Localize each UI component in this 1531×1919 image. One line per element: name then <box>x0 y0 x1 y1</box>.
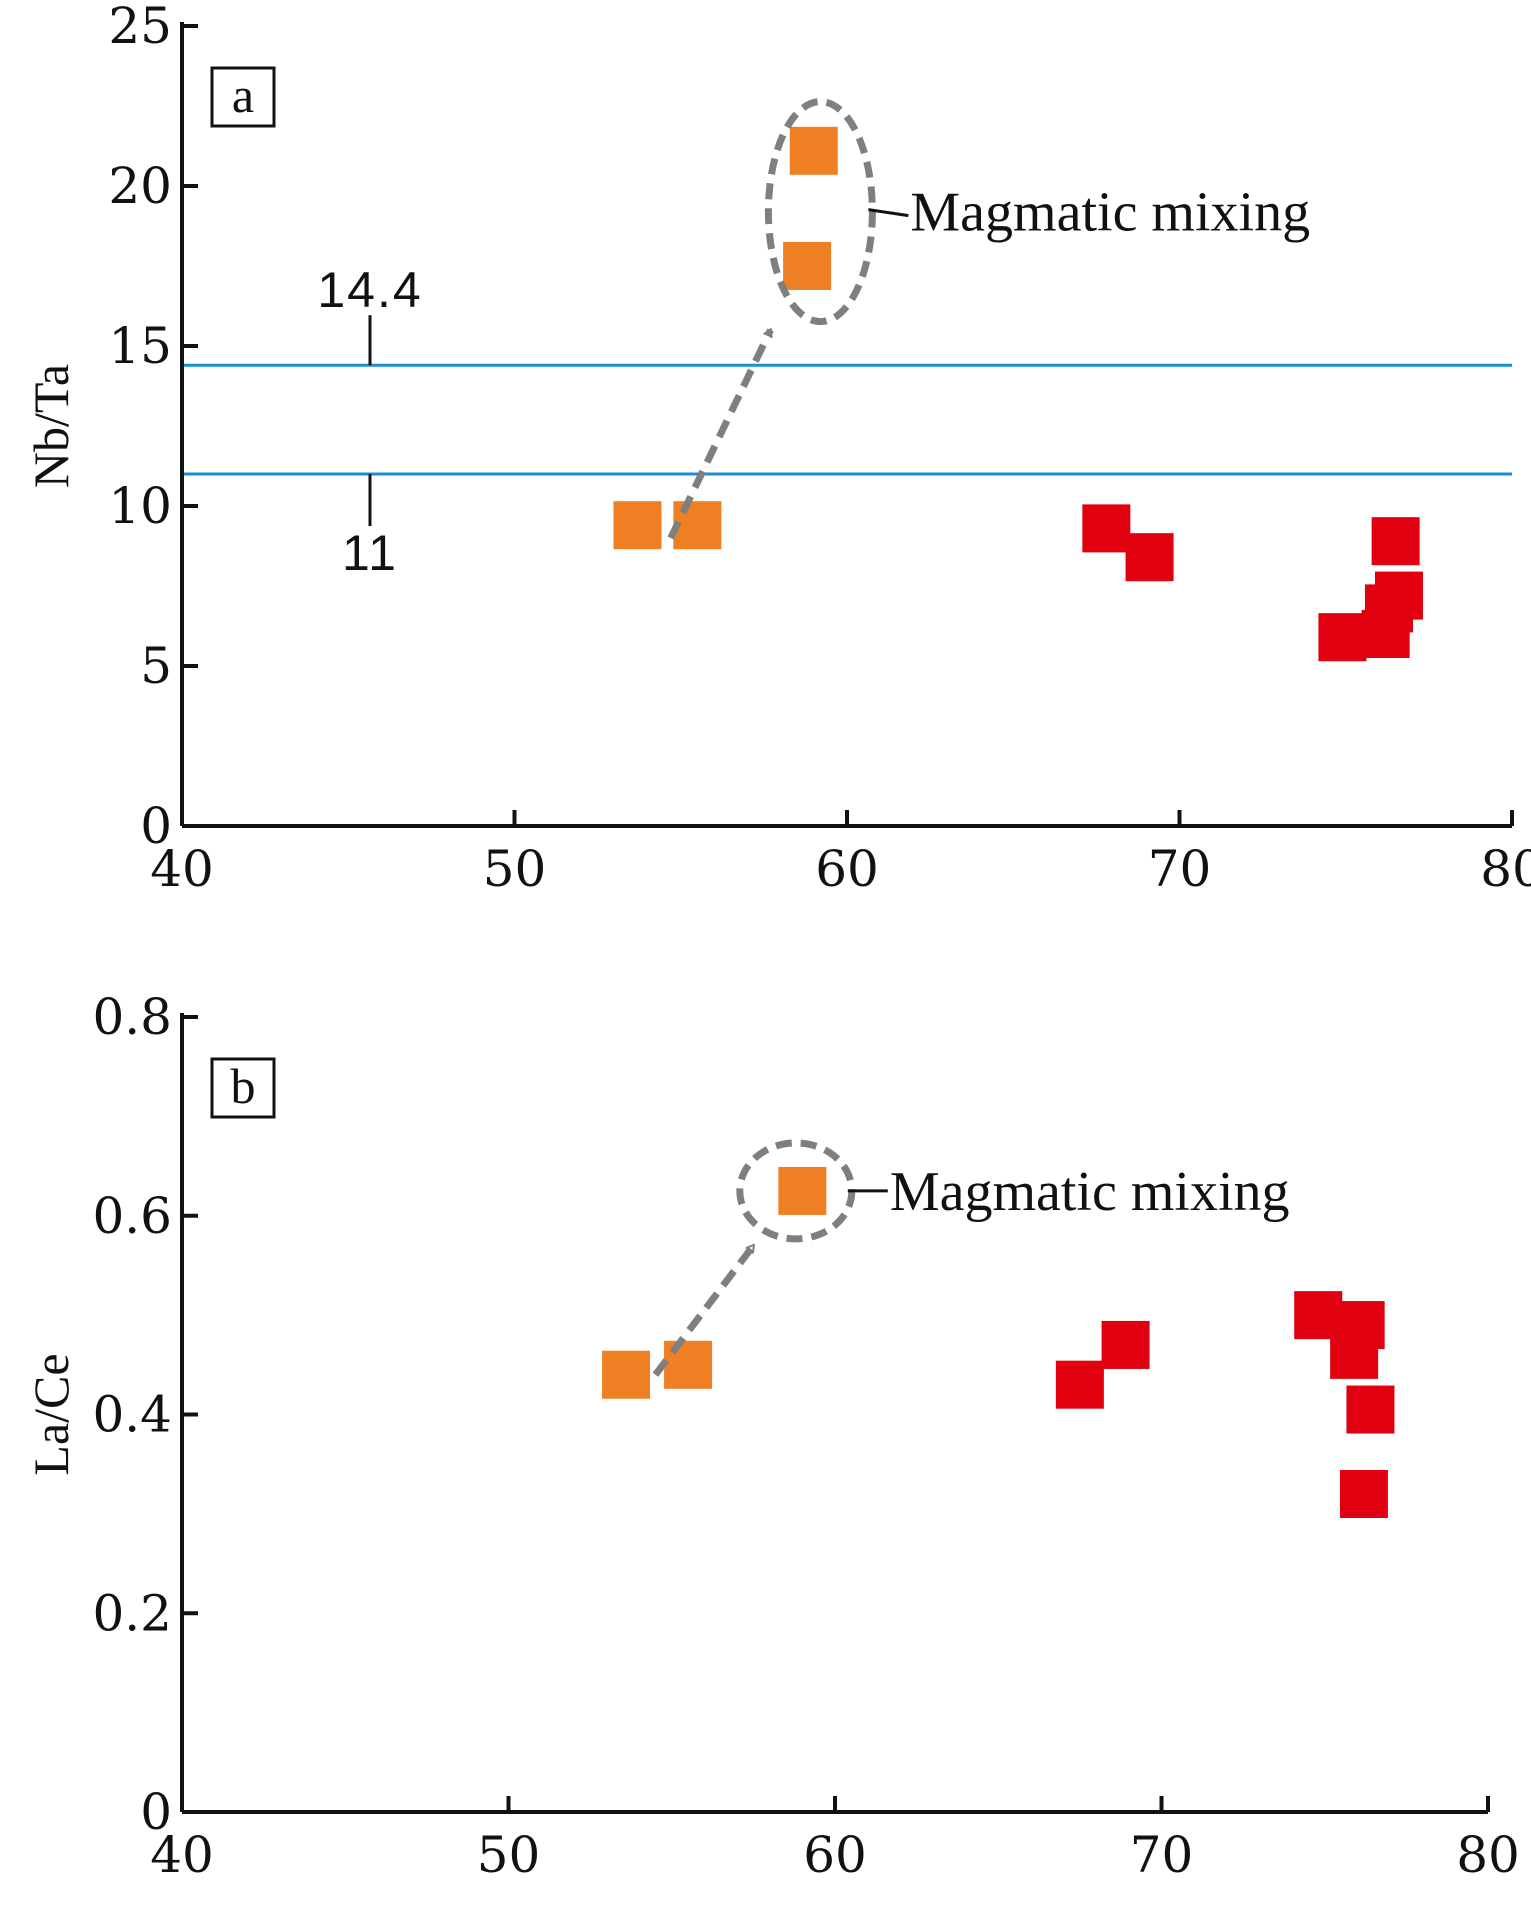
y-axis-title: La/Ce <box>23 1353 79 1475</box>
data-point-orange <box>778 1166 827 1215</box>
data-point-orange <box>789 126 838 175</box>
x-tick-label: 70 <box>1148 840 1212 898</box>
data-point-red <box>1082 504 1131 553</box>
data-point-orange <box>783 242 832 290</box>
annotation-leader <box>868 208 909 218</box>
y-tick-label: 0 <box>140 1783 172 1841</box>
data-point-red <box>1125 533 1174 582</box>
y-tick-label: 0.4 <box>92 1386 172 1444</box>
data-point-red <box>1055 1360 1104 1409</box>
y-axis-title: Nb/Ta <box>23 364 79 488</box>
reference-line-label-1: 11 <box>342 525 398 581</box>
x-tick-label: 80 <box>1456 1826 1520 1884</box>
panel-label: b <box>231 1058 256 1114</box>
x-tick-label: 70 <box>1130 1826 1194 1884</box>
x-tick-label: 40 <box>150 840 214 898</box>
y-tick-label: 10 <box>108 477 172 535</box>
data-point-orange <box>664 1340 713 1389</box>
panel-b-la-ce: 0 0.2 0.4 0.6 0.8 40 50 60 70 80 La/Ce b Magmatic mi… <box>23 988 1520 1884</box>
y-tick-label: 0.6 <box>92 1187 172 1245</box>
data-point-red <box>1346 1385 1395 1434</box>
data-point-red <box>1361 610 1410 658</box>
x-tick-label: 50 <box>477 1826 541 1884</box>
annotation-label: Magmatic mixing <box>890 1161 1290 1223</box>
data-point-orange <box>602 1350 651 1399</box>
y-tick-label: 0.2 <box>92 1584 172 1642</box>
panel-label-box <box>210 66 276 128</box>
data-point-red <box>1101 1320 1150 1369</box>
annotation-label: Magmatic mixing <box>910 182 1310 244</box>
data-point-red <box>1318 613 1367 662</box>
x-tick-label: 80 <box>1480 840 1531 898</box>
y-tick-label: 15 <box>108 317 172 375</box>
panel-label: a <box>232 67 254 123</box>
x-tick-label: 60 <box>803 1826 867 1884</box>
data-point-red <box>1371 517 1420 566</box>
x-tick-label: 50 <box>483 840 547 898</box>
panel-a-nb-ta: 14.4 11 0 5 10 15 20 25 40 50 60 70 80 Nb/Ta a Magmatic… <box>23 0 1531 898</box>
x-tick-label: 40 <box>150 1826 214 1884</box>
data-point-red <box>1330 1330 1379 1379</box>
x-tick-label: 60 <box>815 840 879 898</box>
y-tick-label: 20 <box>108 157 172 215</box>
y-tick-label: 0.8 <box>92 988 172 1046</box>
data-point-orange <box>613 501 662 550</box>
y-tick-label: 5 <box>140 637 172 695</box>
data-point-red <box>1339 1470 1388 1518</box>
reference-line-label-0: 14.4 <box>317 262 422 318</box>
y-tick-label: 25 <box>108 0 172 55</box>
panel-label-box <box>210 1057 276 1119</box>
mixing-arrow <box>667 328 774 540</box>
y-tick-label: 0 <box>140 797 172 855</box>
